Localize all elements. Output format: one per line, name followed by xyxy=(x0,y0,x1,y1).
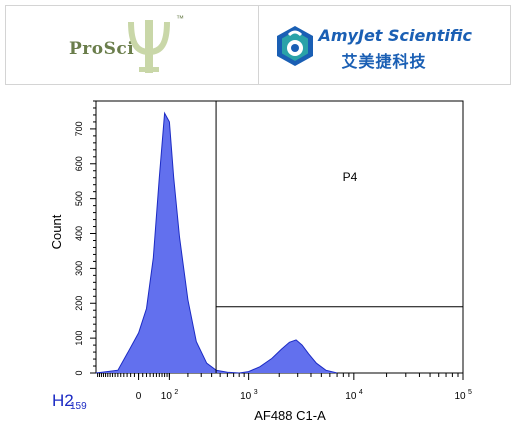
amyjet-logo-chinese-text: 艾美捷科技 xyxy=(341,52,427,71)
x-tick-exponent: 5 xyxy=(468,389,472,396)
panel-label-subscript: 159 xyxy=(70,401,87,412)
x-tick-exponent: 2 xyxy=(174,389,178,396)
histogram-outline xyxy=(95,111,338,374)
x-tick-label: 10 xyxy=(454,391,466,402)
gate-label-p4: P4 xyxy=(343,170,358,184)
amyjet-logo: AmyJet Scientific 艾美捷科技 xyxy=(257,6,511,84)
x-tick-exponent: 3 xyxy=(254,389,258,396)
x-tick-label: 10 xyxy=(161,391,173,402)
amyjet-logo-text: AmyJet Scientific xyxy=(318,26,472,45)
y-tick-label: 300 xyxy=(74,261,84,276)
panel-label: H2 xyxy=(52,391,74,410)
y-tick-label: 600 xyxy=(74,156,84,171)
x-tick-label: 0 xyxy=(136,391,142,402)
amyjet-hexagon-icon xyxy=(276,26,313,66)
prosci-logo-text: ProSci xyxy=(69,39,135,59)
prosci-logo: ProSci ™ xyxy=(6,6,258,84)
x-axis-label: AF488 C1-A xyxy=(254,408,326,423)
trademark-symbol: ™ xyxy=(176,14,184,23)
logo-banner: ProSci ™ AmyJet Scientific 艾美捷科技 xyxy=(5,5,511,85)
histogram-area xyxy=(96,113,338,373)
y-tick-label: 400 xyxy=(74,226,84,241)
x-tick-exponent: 4 xyxy=(359,389,363,396)
y-tick-label: 500 xyxy=(74,191,84,206)
x-tick-label: 10 xyxy=(240,391,252,402)
y-tick-label: 100 xyxy=(74,331,84,346)
x-tick-label: 10 xyxy=(345,391,357,402)
prosci-psi-icon xyxy=(128,20,170,73)
y-tick-label: 200 xyxy=(74,296,84,311)
y-tick-label: 0 xyxy=(74,370,84,375)
y-tick-label: 700 xyxy=(74,121,84,136)
y-axis-label: Count xyxy=(49,214,64,249)
